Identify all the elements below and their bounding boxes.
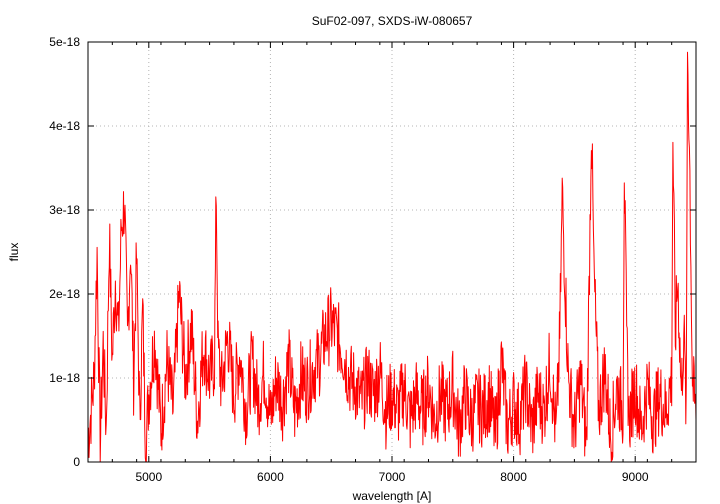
y-tick-label: 4e-18 [49,119,80,133]
x-axis-label: wavelength [A] [352,489,432,503]
y-tick-label: 0 [73,455,80,469]
y-tick-label: 2e-18 [49,287,80,301]
x-axis: 5000 6000 7000 8000 9000 [87,42,697,484]
spectrum-line [87,51,697,463]
chart-title: SuF02-097, SXDS-iW-080657 [312,14,473,28]
y-axis-label: flux [7,243,21,262]
y-tick-label: 1e-18 [49,371,80,385]
x-tick-label: 9000 [622,470,649,484]
x-tick-label: 5000 [135,470,162,484]
x-tick-label: 6000 [257,470,284,484]
y-tick-label: 3e-18 [49,203,80,217]
x-tick-label: 8000 [500,470,527,484]
y-axis: 0 1e-18 2e-18 3e-18 4e-18 5e-18 [49,35,696,469]
x-tick-label: 7000 [379,470,406,484]
y-tick-label: 5e-18 [49,35,80,49]
spectrum-series [87,51,697,463]
grid-lines [88,42,696,462]
